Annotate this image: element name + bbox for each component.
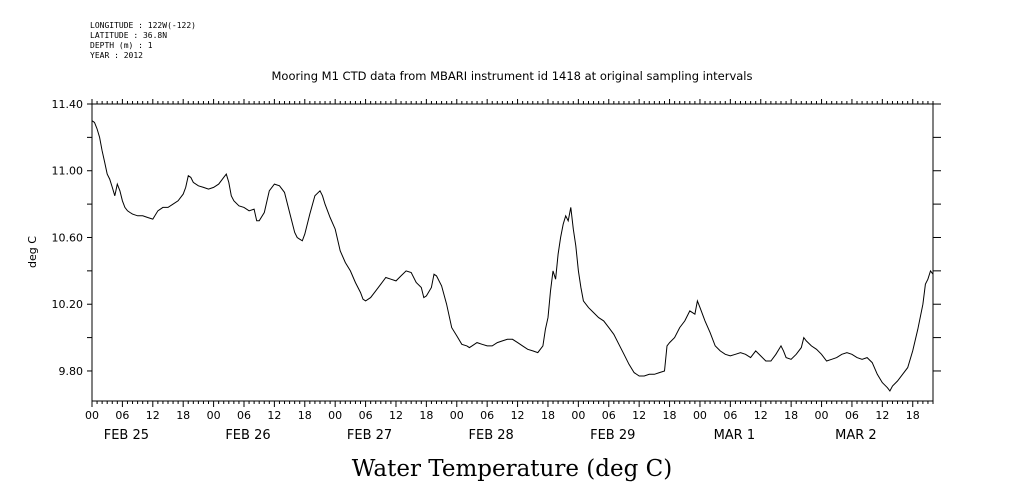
y-tick-label: 10.60 — [52, 231, 84, 244]
x-day-label: FEB 29 — [590, 428, 635, 443]
x-tick-label: 18 — [176, 409, 190, 422]
y-tick-label: 11.40 — [52, 98, 84, 111]
x-axis-title: Water Temperature (deg C) — [352, 456, 672, 482]
longitude-text: LONGITUDE : 122W(-122) — [90, 21, 196, 30]
x-tick-label: 00 — [328, 409, 342, 422]
x-tick-label: 00 — [571, 409, 585, 422]
x-tick-label: 00 — [693, 409, 707, 422]
x-tick-label: 18 — [663, 409, 677, 422]
chart-title: Mooring M1 CTD data from MBARI instrumen… — [272, 69, 753, 83]
x-tick-label: 00 — [450, 409, 464, 422]
x-tick-label: 12 — [632, 409, 646, 422]
x-tick-label: 12 — [267, 409, 281, 422]
x-tick-label: 00 — [85, 409, 99, 422]
axis-ticks — [87, 99, 941, 407]
x-day-label: FEB 25 — [104, 428, 149, 443]
x-tick-label: 18 — [298, 409, 312, 422]
x-tick-label: 06 — [359, 409, 373, 422]
x-tick-label: 12 — [511, 409, 525, 422]
x-tick-label: 06 — [480, 409, 494, 422]
x-day-label: FEB 27 — [347, 428, 392, 443]
metadata-block: LONGITUDE : 122W(-122) LATITUDE : 36.8N … — [90, 21, 196, 61]
water-temperature-line — [91, 120, 934, 392]
x-tick-label: 12 — [389, 409, 403, 422]
y-tick-label: 10.20 — [52, 298, 84, 311]
latitude-text: LATITUDE : 36.8N — [90, 31, 168, 40]
x-day-label: FEB 26 — [225, 428, 270, 443]
x-day-label: FEB 28 — [469, 428, 514, 443]
x-day-label: MAR 1 — [714, 428, 756, 443]
year-text: YEAR : 2012 — [90, 51, 143, 60]
x-tick-label: 06 — [602, 409, 616, 422]
x-tick-label: 18 — [906, 409, 920, 422]
x-tick-label: 18 — [419, 409, 433, 422]
depth-text: DEPTH (m) : 1 — [90, 41, 153, 50]
x-tick-label: 00 — [815, 409, 829, 422]
y-tick-label: 11.00 — [52, 165, 84, 178]
x-tick-label: 18 — [541, 409, 555, 422]
x-tick-label: 12 — [875, 409, 889, 422]
axis-labels: 00 06 12 18 00 06 12 18 00 06 12 18 00 06 12 18 00 06 12 18… — [52, 98, 920, 443]
y-axis-label: deg C — [26, 236, 39, 268]
x-tick-label: 18 — [784, 409, 798, 422]
x-tick-label: 06 — [237, 409, 251, 422]
x-tick-label: 12 — [146, 409, 160, 422]
x-tick-label: 12 — [754, 409, 768, 422]
x-tick-label: 06 — [845, 409, 859, 422]
x-tick-label: 06 — [723, 409, 737, 422]
x-day-label: MAR 2 — [835, 428, 877, 443]
x-tick-label: 00 — [207, 409, 221, 422]
plot-frame — [91, 103, 934, 402]
y-tick-label: 9.80 — [59, 365, 84, 378]
x-tick-label: 06 — [115, 409, 129, 422]
